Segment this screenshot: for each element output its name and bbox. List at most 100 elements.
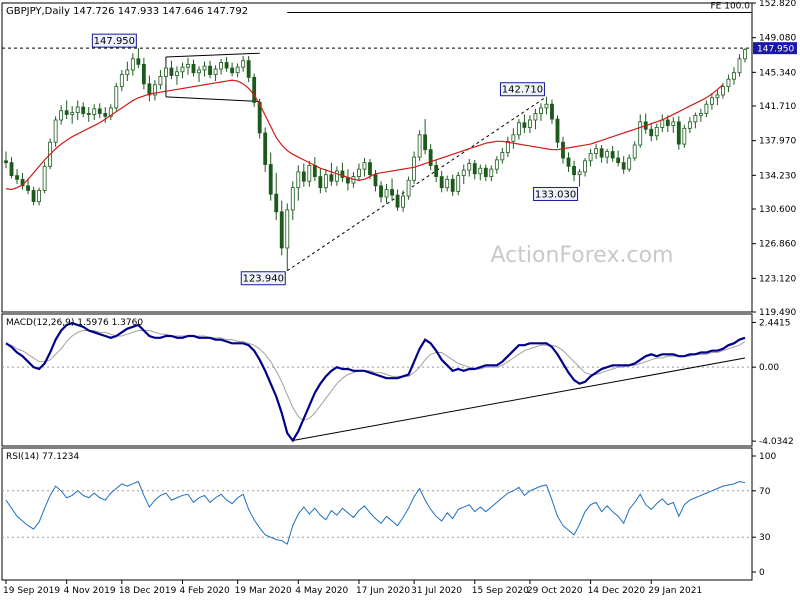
candle-body xyxy=(682,127,687,145)
x-tick-label: 17 Jun 2020 xyxy=(356,586,410,596)
candle-body xyxy=(461,169,466,177)
candle-body xyxy=(42,165,47,191)
candle xyxy=(494,156,499,174)
trendline-dashed xyxy=(286,96,547,272)
price-annotation: 123.940 xyxy=(240,271,286,286)
candle xyxy=(26,178,30,195)
candle-body xyxy=(334,170,339,182)
annotation-label: 142.710 xyxy=(502,85,543,96)
candle xyxy=(544,96,549,115)
candle-body xyxy=(412,156,417,181)
candle xyxy=(461,164,466,184)
candle-body xyxy=(406,179,411,197)
candle-body xyxy=(26,185,30,191)
candle-body xyxy=(390,189,394,196)
candle-body xyxy=(114,86,119,109)
candle-body xyxy=(599,148,604,158)
candle-body xyxy=(64,110,69,115)
candle-body xyxy=(53,119,58,143)
price-annotation: 142.710 xyxy=(499,82,545,97)
candle xyxy=(423,119,428,155)
candle xyxy=(346,169,350,191)
candle xyxy=(654,123,659,141)
current-price-box xyxy=(753,42,797,55)
candle xyxy=(235,63,240,78)
candle-body xyxy=(687,121,692,129)
candle-body xyxy=(434,165,439,177)
price-y-tick-label: 149.080 xyxy=(759,34,796,44)
candle xyxy=(136,48,141,69)
candle xyxy=(406,176,411,200)
candle-body xyxy=(577,171,582,176)
candle-body xyxy=(594,148,599,154)
candle-body xyxy=(81,106,86,114)
candle xyxy=(362,158,367,177)
candle xyxy=(456,171,461,196)
candle-body xyxy=(704,103,709,114)
candle xyxy=(649,122,654,142)
x-tick-label: 4 May 2020 xyxy=(295,586,348,596)
candle-body xyxy=(456,175,461,192)
candle-body xyxy=(230,67,235,74)
candle xyxy=(180,62,185,79)
candle xyxy=(86,107,91,122)
candle-body xyxy=(329,174,334,182)
candle xyxy=(638,114,643,148)
candle xyxy=(213,65,218,82)
x-tick-label: 18 Dec 2019 xyxy=(119,586,177,596)
candle-body xyxy=(31,190,36,202)
candle xyxy=(561,136,565,164)
candle-body xyxy=(544,103,549,109)
candle-body xyxy=(152,84,157,96)
candle-body xyxy=(241,60,246,68)
x-tick-label: 29 Oct 2020 xyxy=(527,586,583,596)
sma-line xyxy=(5,79,724,191)
candle xyxy=(599,145,604,163)
candle-body xyxy=(583,160,587,173)
candle-body xyxy=(301,171,306,182)
candle xyxy=(241,56,246,72)
candle-body xyxy=(186,63,190,68)
candle-body xyxy=(472,163,477,175)
candle-body xyxy=(108,107,113,117)
candle xyxy=(671,117,676,133)
candle xyxy=(379,181,383,203)
candle-body xyxy=(97,108,102,114)
candle-body xyxy=(219,62,223,70)
candle xyxy=(555,115,560,148)
candle xyxy=(715,90,720,106)
candle xyxy=(500,147,505,164)
candle xyxy=(191,59,196,77)
x-tick-label: 31 Jul 2020 xyxy=(411,586,462,596)
candle-body xyxy=(169,67,174,76)
candle xyxy=(37,187,42,206)
candle-body xyxy=(676,121,681,145)
candle xyxy=(307,160,312,187)
candle-body xyxy=(417,134,422,158)
rsi-line xyxy=(5,480,746,545)
candle xyxy=(334,166,339,186)
candle xyxy=(505,136,510,158)
candle xyxy=(169,60,174,80)
candle xyxy=(141,57,146,90)
price-y-tick-label: 119.490 xyxy=(759,308,796,318)
candle-body xyxy=(323,174,328,189)
candle-body xyxy=(561,141,565,159)
annotation-box xyxy=(91,33,137,48)
candle xyxy=(197,66,201,82)
candle-body xyxy=(4,160,8,164)
candle xyxy=(704,100,709,118)
candle-body xyxy=(213,68,218,75)
candle-body xyxy=(274,193,279,213)
candle xyxy=(616,150,621,167)
candle xyxy=(329,162,334,186)
macd-trendline xyxy=(292,357,746,441)
candle-body xyxy=(737,58,742,74)
candle-body xyxy=(141,63,146,85)
candle xyxy=(296,165,301,201)
candle xyxy=(610,145,615,162)
candle xyxy=(417,130,422,161)
candle-body xyxy=(384,189,389,198)
candle xyxy=(632,141,637,161)
